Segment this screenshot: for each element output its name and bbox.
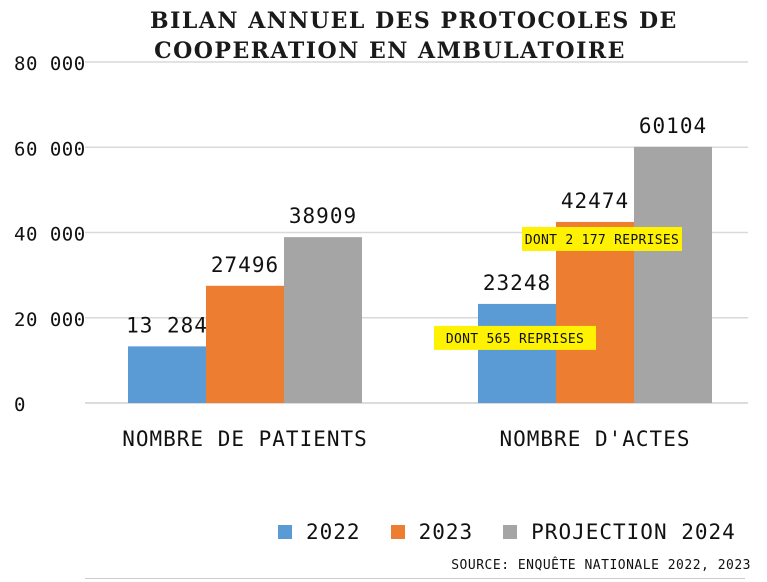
data-label: 27496 [211,253,279,277]
bar-2023-nombre-d-actes [556,221,634,403]
category-label: NOMBRE DE PATIENTS [122,427,368,451]
legend-swatch-2022 [278,525,292,539]
y-tick-label: 20 000 [14,309,86,331]
y-tick-label: 60 000 [14,138,86,160]
chart-title-line-1: BILAN ANNUEL DES PROTOCOLES DE [150,8,678,34]
data-label: 38909 [289,204,357,228]
chart-title-line-2: COOPERATION EN AMBULATOIRE [154,38,626,64]
bar-2022-nombre-de-patients [128,346,206,403]
legend-label-2023: 2023 [418,520,474,544]
annotation-text: DONT 565 REPRISES [446,332,584,347]
data-label: 42474 [561,189,629,213]
annotation-box [522,226,682,251]
bar-2022-nombre-d-actes [478,303,556,403]
data-label: 13 284 [126,313,208,337]
data-label: 60104 [639,114,707,138]
chart-source: SOURCE: ENQUÊTE NATIONALE 2022, 2023 [451,558,751,573]
legend-item-2023: 2023 [390,520,474,544]
legend-item-projection-2024: PROJECTION 2024 [503,520,736,544]
y-tick-label: 40 000 [14,224,86,246]
chart-legend: 2022 2023 PROJECTION 2024 [278,520,736,544]
chart-title: BILAN ANNUEL DES PROTOCOLES DE COOPERATI… [150,6,678,66]
legend-item-2022: 2022 [278,520,361,544]
bar-projection-2024-nombre-de-patients [284,237,362,403]
category-label: NOMBRE D'ACTES [499,427,690,451]
bar-projection-2024-nombre-d-actes [634,146,712,403]
annotation-text: DONT 2 177 REPRISES [525,233,679,248]
legend-label-2022: 2022 [306,520,361,544]
bottom-divider [85,578,745,579]
legend-label-projection-2024: PROJECTION 2024 [531,520,736,544]
y-tick-label: 80 000 [14,53,86,75]
legend-swatch-projection-2024 [503,525,518,539]
legend-swatch-2023 [390,525,405,539]
data-label: 23248 [483,271,551,295]
y-tick-label: 0 [14,394,26,416]
annotation-box [434,325,596,350]
bar-2023-nombre-de-patients [206,285,284,403]
